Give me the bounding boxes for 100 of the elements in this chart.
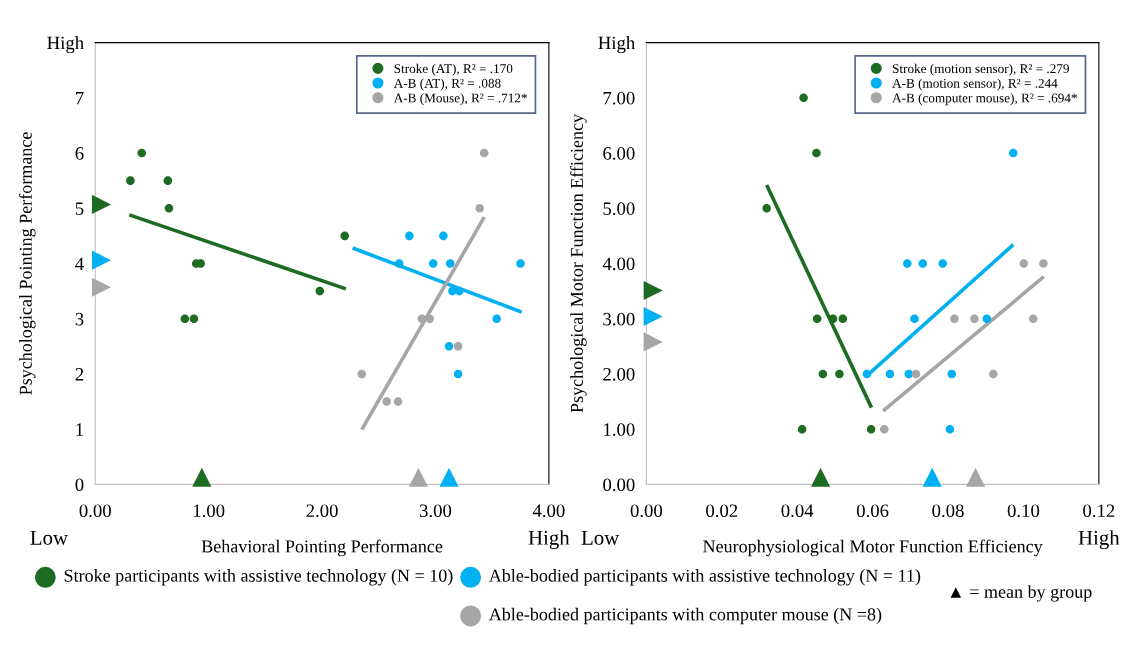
x-tick-label: 0.00 — [630, 504, 663, 518]
point — [945, 424, 955, 434]
point — [475, 203, 484, 213]
y-tick-label: 5 — [75, 202, 84, 215]
y-tick-label: 3 — [75, 312, 84, 326]
y-tick-label: 1 — [76, 423, 84, 436]
point — [405, 231, 414, 241]
y-tick-label: High — [598, 36, 636, 54]
y-tick-label: 0.00 — [603, 478, 635, 492]
point — [137, 148, 147, 158]
y-tick-label: 2 — [75, 368, 84, 381]
point — [965, 467, 986, 487]
y-tick-label: 7 — [76, 92, 84, 105]
point — [428, 259, 438, 268]
point — [453, 369, 463, 379]
point — [812, 314, 822, 323]
point — [643, 306, 663, 327]
point — [1008, 148, 1018, 158]
point — [866, 424, 876, 434]
y-axis-title: Psychological Pointing Performance — [18, 132, 36, 395]
legend-label: A-B (Mouse), R² = .712* — [393, 93, 527, 106]
point — [818, 369, 828, 379]
legend-label: A-B (AT), R² = .088 — [393, 78, 501, 91]
text: Low — [581, 530, 620, 545]
point — [126, 176, 135, 185]
point — [439, 467, 459, 487]
text: Able-bodied participants with assistive technology (N = 11) — [488, 569, 921, 586]
y-tick-label: 3.00 — [603, 312, 635, 326]
y-axis-title: Psychological Motor Function Efficiency — [570, 114, 587, 413]
y-tick-label: High — [47, 36, 84, 54]
point — [885, 369, 895, 379]
legend-label: Stroke (AT), R² = .170 — [394, 63, 513, 76]
point — [1028, 314, 1038, 323]
point — [164, 203, 174, 213]
point — [189, 314, 199, 323]
x-tick-label: 3.00 — [419, 504, 452, 518]
y-tick-label: 0 — [75, 478, 84, 492]
point — [938, 259, 948, 268]
y-tick-label: 6.00 — [603, 147, 635, 160]
y-tick-label: 6 — [75, 147, 84, 160]
point — [453, 342, 463, 351]
x-tick-label: 1.00 — [193, 504, 225, 518]
point — [918, 259, 928, 268]
point — [862, 369, 872, 379]
point — [1039, 259, 1048, 268]
x-tick-label: 0.06 — [856, 504, 889, 518]
point — [797, 424, 807, 434]
point — [492, 314, 501, 323]
point — [408, 467, 429, 487]
text: Able-bodied participants with computer mouse (N =8) — [488, 607, 882, 625]
x-tick-label: 4.00 — [532, 504, 565, 518]
text: ▲ = mean by group — [950, 585, 1092, 602]
point — [762, 203, 771, 213]
point — [444, 342, 454, 351]
x-axis-title: Neurophysiological Motor Function Efficiency — [703, 539, 1043, 557]
point — [838, 314, 848, 323]
legend-label: A-B (computer mouse), R² = .694* — [892, 93, 1077, 106]
point — [812, 148, 821, 158]
point — [799, 93, 808, 103]
point — [988, 369, 998, 379]
point — [922, 467, 942, 487]
point — [192, 467, 212, 487]
point — [947, 369, 957, 379]
text: High — [1078, 530, 1120, 550]
point — [445, 259, 455, 268]
y-tick-label: 2.00 — [603, 367, 635, 381]
point — [394, 259, 404, 268]
y-tick-label: 5.00 — [603, 202, 635, 216]
point — [479, 148, 489, 158]
point — [970, 314, 979, 323]
x-tick-label: 2.00 — [306, 504, 338, 518]
x-tick-label: 0.04 — [781, 504, 814, 518]
point — [454, 286, 464, 296]
point — [180, 314, 190, 323]
point — [516, 259, 525, 268]
x-axis-title: Behavioral Pointing Performance — [201, 539, 443, 557]
y-tick-label: 4 — [75, 257, 84, 270]
point — [911, 369, 921, 379]
point — [393, 397, 403, 406]
x-tick-label: 0.02 — [706, 504, 738, 518]
point — [1019, 259, 1029, 268]
y-tick-label: 1.00 — [604, 423, 635, 436]
point — [950, 314, 959, 323]
point — [425, 314, 435, 323]
point — [643, 280, 663, 301]
x-tick-label: 0.10 — [1007, 504, 1040, 518]
point — [357, 369, 367, 379]
text: High — [528, 530, 570, 550]
point — [382, 397, 391, 406]
point — [91, 277, 112, 297]
x-tick-label: 0.08 — [932, 504, 964, 518]
text: Low — [30, 530, 68, 545]
point — [91, 194, 112, 214]
point — [910, 314, 919, 323]
point — [315, 286, 325, 296]
point — [643, 332, 663, 352]
point — [903, 259, 912, 268]
point — [835, 369, 844, 379]
text: Stroke participants with assistive technology (N = 10) — [64, 569, 453, 586]
point — [439, 231, 448, 241]
